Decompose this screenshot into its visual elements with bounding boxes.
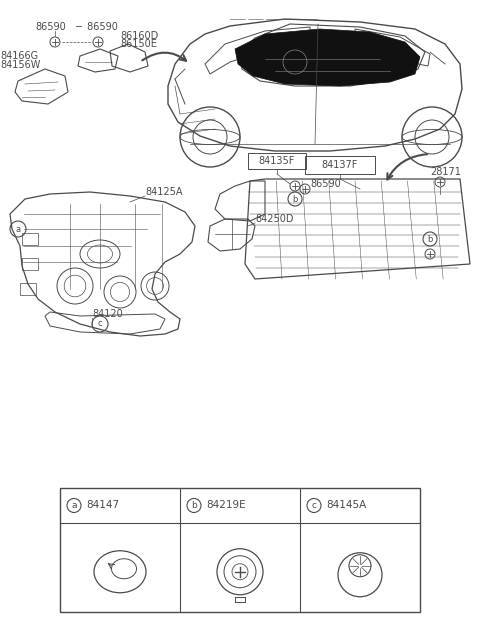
Text: 84125A: 84125A	[145, 187, 182, 197]
Text: 84147: 84147	[86, 500, 119, 510]
Text: a: a	[71, 501, 77, 510]
Text: 84120: 84120	[92, 309, 123, 319]
Text: b: b	[292, 195, 298, 204]
Text: ─  86590: ─ 86590	[75, 22, 118, 32]
Text: 28171: 28171	[430, 167, 461, 177]
Text: c: c	[98, 320, 102, 328]
Bar	[305, 156, 375, 174]
Bar	[60, 488, 420, 612]
Text: 86160D: 86160D	[120, 31, 158, 41]
Text: 84137F: 84137F	[322, 160, 358, 170]
Bar	[22, 233, 38, 245]
Text: 86590: 86590	[35, 22, 66, 32]
Text: b: b	[427, 235, 432, 243]
Bar	[22, 258, 38, 270]
Text: 86150E: 86150E	[120, 39, 157, 49]
Text: 86590: 86590	[310, 179, 341, 189]
Text: 84166G: 84166G	[0, 51, 38, 61]
Text: 84219E: 84219E	[206, 500, 246, 510]
Text: 84156W: 84156W	[0, 60, 40, 70]
Text: a: a	[15, 224, 21, 233]
Text: 84135F: 84135F	[259, 156, 295, 166]
Polygon shape	[235, 29, 420, 86]
Bar	[20, 283, 36, 295]
Bar	[248, 153, 306, 169]
Text: c: c	[312, 501, 316, 510]
Text: 84250D: 84250D	[255, 214, 293, 224]
Text: b: b	[191, 501, 197, 510]
Text: 84145A: 84145A	[326, 500, 366, 510]
